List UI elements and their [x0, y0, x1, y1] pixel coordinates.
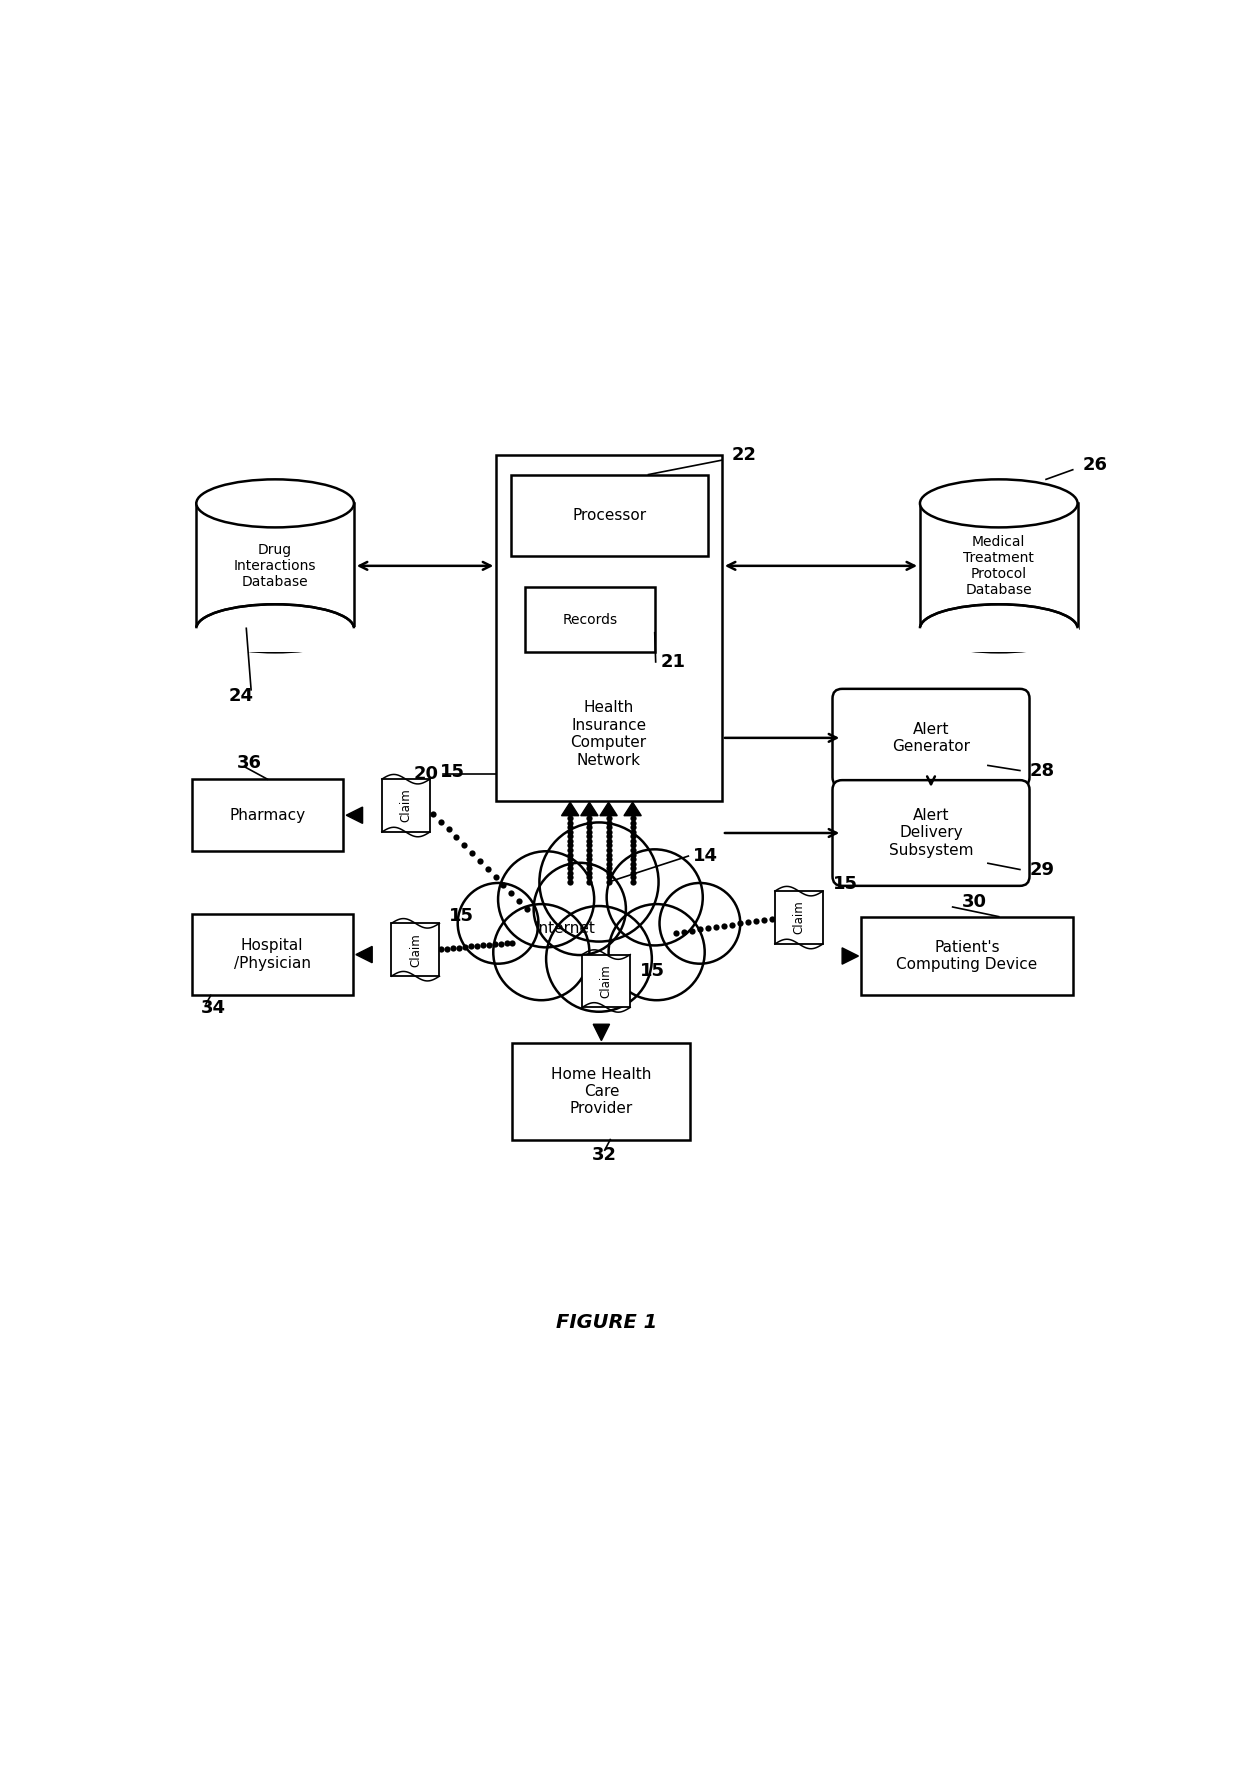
- Circle shape: [609, 904, 704, 1000]
- Text: 15: 15: [640, 963, 665, 981]
- Text: 20: 20: [413, 766, 439, 784]
- FancyBboxPatch shape: [392, 924, 439, 976]
- Text: Pharmacy: Pharmacy: [229, 809, 305, 823]
- Text: 15: 15: [449, 906, 474, 926]
- Circle shape: [458, 883, 538, 963]
- FancyBboxPatch shape: [832, 780, 1029, 887]
- Circle shape: [498, 851, 594, 947]
- Polygon shape: [580, 801, 598, 816]
- Text: 30: 30: [962, 894, 987, 912]
- FancyBboxPatch shape: [775, 890, 823, 944]
- Text: 21: 21: [661, 652, 686, 672]
- FancyBboxPatch shape: [862, 917, 1073, 995]
- FancyBboxPatch shape: [525, 586, 655, 652]
- Ellipse shape: [196, 604, 353, 652]
- Circle shape: [660, 883, 740, 963]
- Text: Alert
Delivery
Subsystem: Alert Delivery Subsystem: [889, 809, 973, 858]
- Text: 15: 15: [439, 762, 465, 780]
- FancyBboxPatch shape: [511, 474, 708, 556]
- Circle shape: [539, 823, 658, 942]
- FancyBboxPatch shape: [512, 1043, 691, 1139]
- Text: Internet: Internet: [534, 920, 595, 936]
- Polygon shape: [562, 801, 579, 816]
- Text: 14: 14: [693, 848, 718, 865]
- Text: 32: 32: [593, 1146, 618, 1164]
- FancyBboxPatch shape: [832, 689, 1029, 787]
- Text: Claim: Claim: [409, 933, 422, 967]
- Circle shape: [494, 904, 589, 1000]
- Text: 29: 29: [1029, 860, 1054, 878]
- Text: 24: 24: [229, 686, 254, 704]
- Text: Medical
Treatment
Protocol
Database: Medical Treatment Protocol Database: [963, 535, 1034, 597]
- FancyBboxPatch shape: [191, 913, 353, 995]
- Text: FIGURE 1: FIGURE 1: [556, 1313, 657, 1331]
- Text: 22: 22: [732, 446, 756, 464]
- Text: Drug
Interactions
Database: Drug Interactions Database: [234, 542, 316, 588]
- Text: Health
Insurance
Computer
Network: Health Insurance Computer Network: [570, 700, 646, 768]
- FancyBboxPatch shape: [920, 503, 1078, 629]
- Circle shape: [606, 849, 703, 945]
- Polygon shape: [842, 947, 858, 965]
- Text: Alert
Generator: Alert Generator: [892, 721, 970, 753]
- Polygon shape: [593, 1024, 610, 1041]
- FancyBboxPatch shape: [195, 627, 356, 652]
- FancyBboxPatch shape: [918, 627, 1080, 652]
- Circle shape: [533, 864, 626, 954]
- FancyBboxPatch shape: [582, 954, 630, 1008]
- Ellipse shape: [196, 480, 353, 528]
- Circle shape: [546, 906, 652, 1011]
- Text: Home Health
Care
Provider: Home Health Care Provider: [552, 1066, 651, 1116]
- Text: 34: 34: [201, 999, 226, 1016]
- Text: 28: 28: [1029, 762, 1055, 780]
- Text: Hospital
/Physician: Hospital /Physician: [234, 938, 311, 970]
- Polygon shape: [356, 947, 372, 963]
- Text: 26: 26: [1083, 457, 1107, 474]
- Text: 15: 15: [832, 874, 858, 892]
- Ellipse shape: [920, 604, 1078, 652]
- Ellipse shape: [920, 480, 1078, 528]
- Polygon shape: [346, 807, 362, 823]
- Text: 36: 36: [237, 753, 262, 771]
- Text: Records: Records: [562, 613, 618, 627]
- FancyBboxPatch shape: [496, 455, 722, 801]
- Polygon shape: [624, 801, 641, 816]
- Text: Claim: Claim: [792, 901, 805, 935]
- FancyBboxPatch shape: [196, 503, 353, 629]
- FancyBboxPatch shape: [191, 778, 343, 851]
- Text: Claim: Claim: [399, 789, 413, 823]
- Text: Processor: Processor: [572, 508, 646, 522]
- Polygon shape: [600, 801, 618, 816]
- Text: Patient's
Computing Device: Patient's Computing Device: [897, 940, 1038, 972]
- Text: Claim: Claim: [600, 965, 613, 999]
- FancyBboxPatch shape: [382, 778, 430, 832]
